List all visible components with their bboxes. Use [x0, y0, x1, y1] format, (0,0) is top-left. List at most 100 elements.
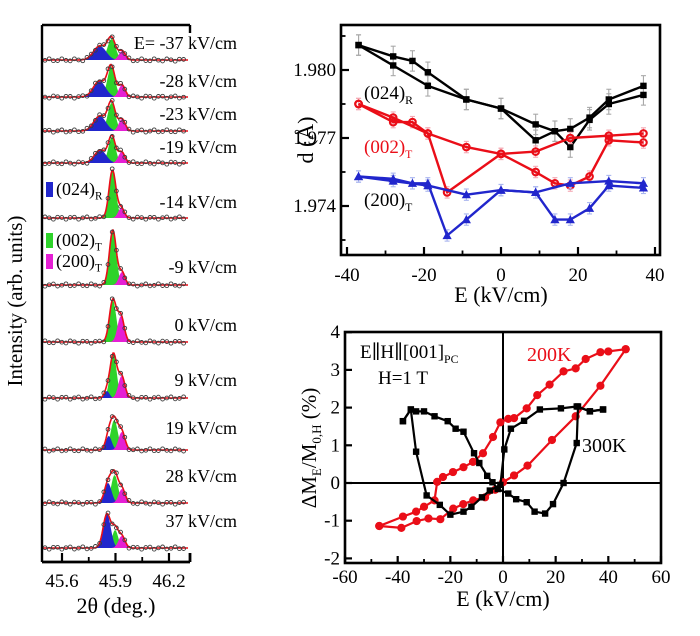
tick-label: 3 — [331, 360, 341, 381]
tick-label: -20 — [411, 265, 436, 286]
legend-label: (024) — [56, 179, 95, 199]
xrd-panel: 45.6 45.9 46.2 — [40, 23, 192, 592]
legend-item-002T: (002)T — [46, 230, 102, 254]
mag-ylabel-sub: 0,H — [309, 424, 325, 444]
xrd-curve-field-label: -19 kV/cm — [159, 137, 237, 157]
d-series-(002) — [354, 97, 648, 199]
legend-swatch-green — [46, 233, 53, 248]
xrd-curve — [42, 166, 188, 222]
xrd-curve — [42, 352, 188, 402]
tick-label: -20 — [438, 567, 463, 588]
xrd-curve-field-label: 28 kV/cm — [165, 466, 238, 486]
legend-swatch-magenta — [46, 254, 53, 269]
xrd-peak-component — [43, 475, 188, 503]
xrd-peak-component — [43, 316, 188, 342]
xrd-curve-field-label: -14 kV/cm — [159, 192, 237, 212]
xrd-curve-field-label: E= -37 kV/cm — [133, 33, 237, 53]
series-label-base: (200) — [364, 190, 406, 211]
mag-ylabel-part: (%) — [297, 387, 321, 425]
tick-label: 0 — [498, 567, 508, 588]
d-panel: -40 -20 0 20 40 1.980 1.977 1.974 — [293, 23, 665, 286]
tick-label: 1 — [331, 435, 341, 456]
xrd-curve-field-label: -9 kV/cm — [168, 257, 237, 277]
xrd-curve — [42, 414, 188, 454]
tick-label: -40 — [334, 265, 359, 286]
d-panel-y-axis-label: d (Å) — [293, 116, 318, 164]
xrd-curve — [42, 468, 188, 507]
xrd-curve — [42, 296, 188, 346]
xrd-curve-field-label: 9 kV/cm — [174, 370, 238, 390]
mag-ylabel-part: ΔM — [297, 476, 321, 509]
curve-label-300K: 300K — [582, 435, 627, 457]
series-label-sub: R — [405, 93, 414, 107]
series-label-base: (024) — [364, 83, 406, 104]
xrd-peak-component — [43, 170, 188, 218]
tick-label: 1.977 — [293, 128, 336, 149]
legend-swatch-blue — [46, 182, 53, 197]
series-label-024R: (024)R — [364, 84, 413, 107]
legend-item-200T: (200)T — [46, 251, 102, 275]
series-label-sub: T — [405, 147, 413, 161]
mag-series-300K — [399, 403, 607, 518]
tick-label: 20 — [569, 265, 588, 286]
mag-ylabel-sub: E — [309, 468, 325, 477]
xrd-curve-field-label: -23 kV/cm — [159, 104, 237, 124]
annotation-magnetic-field: H=1 T — [378, 368, 428, 389]
d-panel-x-axis-label: E (kV/cm) — [454, 282, 548, 307]
mag-panel: -60 -40 -20 0 20 40 60 4 3 2 1 0 -1 -2 — [324, 322, 670, 588]
tick-label: 60 — [651, 567, 670, 588]
tick-label: 1.980 — [293, 60, 336, 81]
xrd-curve-field-label: 0 kV/cm — [174, 315, 238, 335]
xrd-y-axis-label: Intensity (arb. units) — [3, 215, 27, 387]
tick-label: -60 — [332, 567, 357, 588]
mag-y-axis-label: ΔME/M0,H (%) — [297, 298, 325, 598]
tick-label: 4 — [331, 322, 341, 343]
series-label-sub: T — [405, 200, 413, 214]
xrd-x-axis-label: 2θ (deg.) — [76, 593, 156, 618]
annotation-field-orientation: E∥H∥[001]PC — [360, 343, 458, 366]
xrd-peak-component — [43, 230, 188, 285]
legend-label-sub: R — [95, 190, 103, 203]
d-series-(200) — [353, 170, 649, 242]
xrd-curve — [42, 63, 188, 101]
legend-label-sub: T — [95, 262, 102, 275]
tick-label: 2 — [331, 398, 341, 419]
xrd-curve-field-label: -28 kV/cm — [159, 71, 237, 91]
xrd-peak-component — [43, 67, 188, 97]
mag-x-axis-label: E (kV/cm) — [456, 586, 550, 611]
series-label-base: (002) — [364, 137, 406, 158]
annotation-sub: PC — [444, 352, 459, 366]
tick-label: -40 — [385, 567, 410, 588]
mag-ylabel-part: /M — [297, 443, 321, 469]
tick-label: 20 — [546, 567, 565, 588]
tick-label: 0 — [496, 265, 506, 286]
xrd-peak-component — [43, 354, 188, 398]
annotation-base: E∥H∥[001] — [360, 342, 445, 363]
d-series-(024) — [355, 34, 647, 158]
xrd-peak-component — [43, 530, 188, 548]
tick-label: 45.9 — [99, 571, 132, 592]
tick-label: 45.6 — [45, 571, 78, 592]
xrd-curve — [42, 510, 188, 552]
xrd-peak-component — [43, 420, 188, 450]
xrd-curve — [42, 229, 188, 289]
curve-label-200K: 200K — [527, 344, 572, 366]
xrd-peak-component — [43, 39, 188, 60]
xrd-peak-component — [43, 300, 188, 342]
legend-label: (200) — [56, 251, 95, 271]
legend-item-024R: (024)R — [46, 179, 102, 203]
series-label-002T: (002)T — [364, 138, 412, 161]
legend-label-sub: T — [95, 241, 102, 254]
xrd-curve — [42, 34, 188, 64]
tick-label: 46.2 — [152, 571, 185, 592]
xrd-curve — [42, 134, 188, 167]
xrd-curve-field-label: 37 kV/cm — [165, 511, 238, 531]
xrd-curve-field-label: 19 kV/cm — [165, 418, 238, 438]
tick-label: -1 — [324, 511, 340, 532]
tick-label: 1.974 — [293, 196, 336, 217]
tick-label: 0 — [331, 473, 341, 494]
tick-label: 40 — [646, 265, 665, 286]
legend-label: (002) — [56, 230, 95, 250]
